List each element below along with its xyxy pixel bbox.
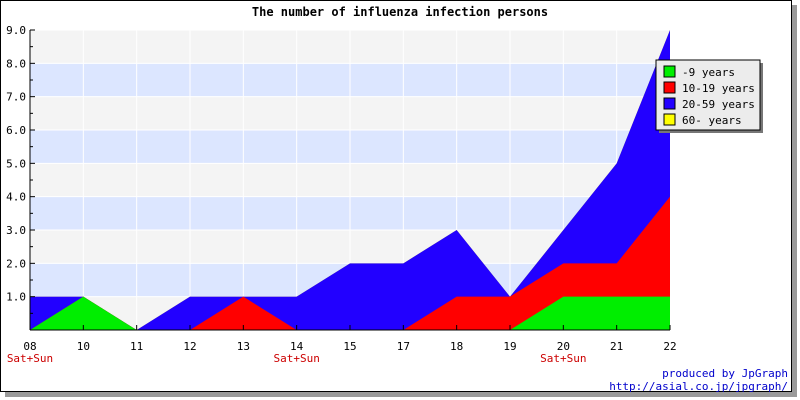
y-tick-label: 7.0 [6, 91, 26, 104]
x-tick-label: 08 [23, 340, 36, 353]
x-tick-label: 19 [503, 340, 516, 353]
x-tick-sublabel: Sat+Sun [540, 352, 586, 365]
x-tick-label: 22 [663, 340, 676, 353]
x-tick-sublabel: Sat+Sun [7, 352, 53, 365]
x-tick-label: 18 [450, 340, 463, 353]
x-tick-label: 21 [610, 340, 623, 353]
credit-producer: produced by JpGraph [662, 367, 788, 380]
y-tick-label: 4.0 [6, 191, 26, 204]
legend-swatch [663, 97, 676, 110]
x-tick-label: 10 [77, 340, 90, 353]
x-tick-label: 20 [557, 340, 570, 353]
chart-title: The number of influenza infection person… [252, 5, 548, 19]
x-tick-sublabel: Sat+Sun [273, 352, 319, 365]
y-tick-label: 9.0 [6, 24, 26, 37]
x-tick-label: 17 [397, 340, 410, 353]
y-tick-label: 3.0 [6, 224, 26, 237]
credit: produced by JpGraph http://asial.co.jp/j… [609, 367, 788, 393]
y-tick-label: 6.0 [6, 124, 26, 137]
area-series-9-years [30, 296, 670, 330]
y-tick-label: 8.0 [6, 57, 26, 70]
legend-label: 60- years [682, 114, 742, 127]
legend-label: 20-59 years [682, 98, 755, 111]
y-tick-label: 5.0 [6, 157, 26, 170]
x-tick-label: 14 [290, 340, 304, 353]
y-tick-label: 2.0 [6, 257, 26, 270]
legend-label: 10-19 years [682, 82, 755, 95]
legend-swatch [663, 113, 676, 126]
x-tick-label: 13 [237, 340, 250, 353]
x-tick-label: 12 [183, 340, 196, 353]
area-series-10-19-years [30, 196, 670, 330]
stacked-areas [30, 30, 670, 330]
x-tick-label: 15 [343, 340, 356, 353]
y-axis: 1.0 2.0 3.0 4.0 5.0 6.0 7.0 8.0 9.0 [6, 24, 35, 330]
legend-swatch [663, 65, 676, 78]
legend: -9 years 10-19 years 20-59 years 60- years [655, 59, 763, 133]
legend-label: -9 years [682, 66, 735, 79]
credit-url[interactable]: http://asial.co.jp/jpgraph/ [609, 380, 788, 393]
legend-swatch [663, 81, 676, 94]
x-tick-label: 11 [130, 340, 143, 353]
y-tick-label: 1.0 [6, 291, 26, 304]
